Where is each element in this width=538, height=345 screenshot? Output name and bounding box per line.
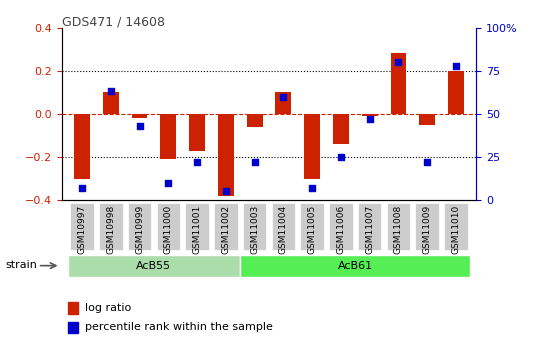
Point [308,185,316,191]
Text: GSM11003: GSM11003 [250,204,259,254]
Text: strain: strain [5,260,37,270]
Point [77,185,86,191]
FancyBboxPatch shape [243,203,266,250]
Text: GSM11000: GSM11000 [164,204,173,254]
Bar [68,322,79,333]
Text: GSM11010: GSM11010 [451,204,461,254]
Text: log ratio: log ratio [84,303,131,313]
Bar [448,71,464,114]
Bar [74,114,90,179]
FancyBboxPatch shape [329,203,353,250]
Bar [218,114,233,196]
Text: GSM11007: GSM11007 [365,204,374,254]
Point [107,89,115,94]
FancyBboxPatch shape [240,255,470,277]
Bar [391,53,406,114]
Bar [103,92,119,114]
Point [394,59,403,65]
FancyBboxPatch shape [185,203,209,250]
Point [250,159,259,165]
FancyBboxPatch shape [300,203,324,250]
Text: GSM11001: GSM11001 [193,204,202,254]
Bar [160,114,176,159]
Text: AcB61: AcB61 [338,261,373,270]
FancyBboxPatch shape [358,203,381,250]
FancyBboxPatch shape [387,203,410,250]
FancyBboxPatch shape [68,255,240,277]
FancyBboxPatch shape [214,203,238,250]
Bar [132,114,147,118]
Text: GSM11005: GSM11005 [308,204,317,254]
Bar [189,114,205,150]
FancyBboxPatch shape [128,203,151,250]
Text: GSM11008: GSM11008 [394,204,403,254]
Text: GSM10999: GSM10999 [135,204,144,254]
FancyBboxPatch shape [444,203,468,250]
FancyBboxPatch shape [415,203,439,250]
FancyBboxPatch shape [157,203,180,250]
Point [164,180,173,186]
Text: GDS471 / 14608: GDS471 / 14608 [62,16,165,29]
Point [423,159,431,165]
Point [279,94,288,99]
Bar [419,114,435,125]
Bar [305,114,320,179]
FancyBboxPatch shape [70,203,94,250]
FancyBboxPatch shape [272,203,295,250]
Point [452,63,461,68]
FancyBboxPatch shape [99,203,123,250]
Text: AcB55: AcB55 [136,261,172,270]
Text: GSM11006: GSM11006 [336,204,345,254]
Point [337,154,345,160]
Bar [333,114,349,144]
Bar [68,303,79,314]
Point [193,159,201,165]
Bar [275,92,291,114]
Point [135,123,144,129]
Point [222,189,230,194]
Text: percentile rank within the sample: percentile rank within the sample [84,322,273,332]
Text: GSM10998: GSM10998 [107,204,115,254]
Text: GSM11002: GSM11002 [221,204,230,254]
Bar [362,114,378,116]
Point [365,116,374,122]
Text: GSM11009: GSM11009 [423,204,431,254]
Bar [247,114,263,127]
Text: GSM10997: GSM10997 [77,204,87,254]
Text: GSM11004: GSM11004 [279,204,288,254]
